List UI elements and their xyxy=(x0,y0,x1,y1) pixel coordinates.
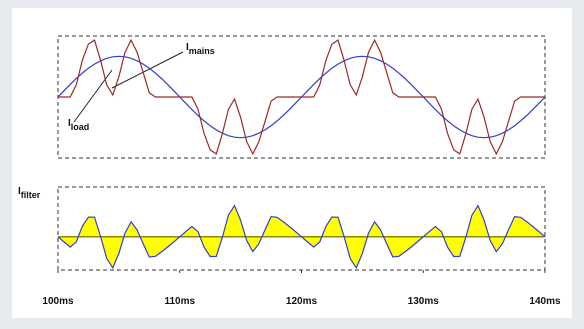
annotation: Ifilter xyxy=(18,186,41,200)
x-tick-label: 120ms xyxy=(286,296,318,307)
annotation-main: I xyxy=(186,42,189,53)
line xyxy=(58,38,545,156)
x-tick-label: 110ms xyxy=(164,296,195,307)
leader-mains xyxy=(111,51,184,89)
annotation: Imains xyxy=(186,42,215,56)
x-tick-label: 130ms xyxy=(408,296,440,307)
annotation-sub: load xyxy=(71,122,90,132)
annotation-main: I xyxy=(18,186,21,197)
annotation-sub: mains xyxy=(189,46,215,56)
annotation: Iload xyxy=(68,118,89,132)
annotation-main: I xyxy=(68,118,71,129)
panel xyxy=(12,8,572,318)
line xyxy=(57,204,546,270)
annotation-sub: filter xyxy=(21,190,41,200)
x-tick-label: 140ms xyxy=(529,296,561,307)
x-tick-label: 100ms xyxy=(42,296,74,307)
